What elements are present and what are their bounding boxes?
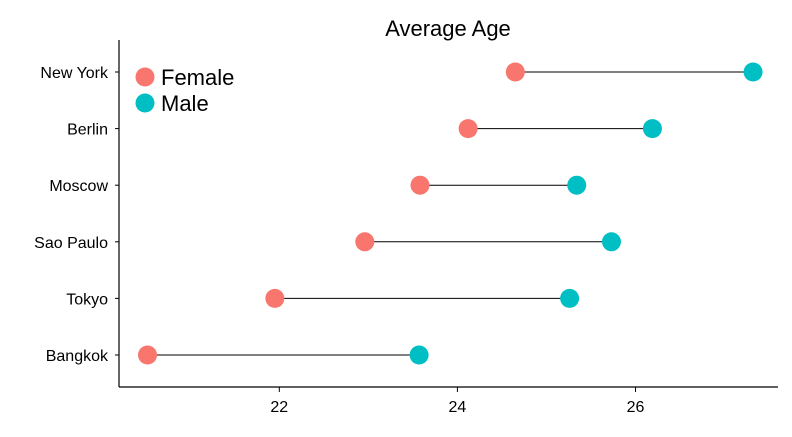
- points-layer: [137, 62, 763, 365]
- point-male-berlin: [642, 119, 662, 139]
- x-axis: 22 24 26: [119, 386, 778, 416]
- legend-marker-male: [135, 93, 155, 113]
- y-tick-label-moscow: Moscow: [49, 178, 108, 195]
- point-male-sao-paulo: [601, 232, 621, 252]
- y-tick-label-bangkok: Bangkok: [46, 348, 109, 365]
- point-male-moscow: [567, 175, 587, 195]
- chart-title: Average Age: [385, 16, 511, 41]
- y-tick-label-berlin: Berlin: [67, 122, 108, 139]
- point-female-moscow: [410, 175, 430, 195]
- point-female-new-york: [505, 62, 525, 82]
- point-female-sao-paulo: [355, 232, 375, 252]
- legend-label-female: Female: [161, 65, 234, 90]
- x-tick-label-24: 24: [449, 399, 467, 416]
- point-female-tokyo: [265, 288, 285, 308]
- x-tick-label-22: 22: [270, 399, 288, 416]
- point-female-berlin: [458, 119, 478, 139]
- y-axis: New York Berlin Moscow Sao Paulo Tokyo Bangko…: [34, 40, 120, 387]
- legend-marker-female: [135, 67, 155, 87]
- point-female-bangkok: [137, 345, 157, 365]
- point-male-bangkok: [409, 345, 429, 365]
- legend-label-male: Male: [161, 91, 209, 116]
- point-male-tokyo: [560, 288, 580, 308]
- y-tick-label-sao-paulo: Sao Paulo: [34, 235, 108, 252]
- point-male-new-york: [743, 62, 763, 82]
- y-tick-label-new-york: New York: [40, 65, 109, 82]
- y-tick-label-tokyo: Tokyo: [66, 291, 108, 308]
- x-tick-label-26: 26: [627, 399, 645, 416]
- segments-layer: [147, 71, 754, 356]
